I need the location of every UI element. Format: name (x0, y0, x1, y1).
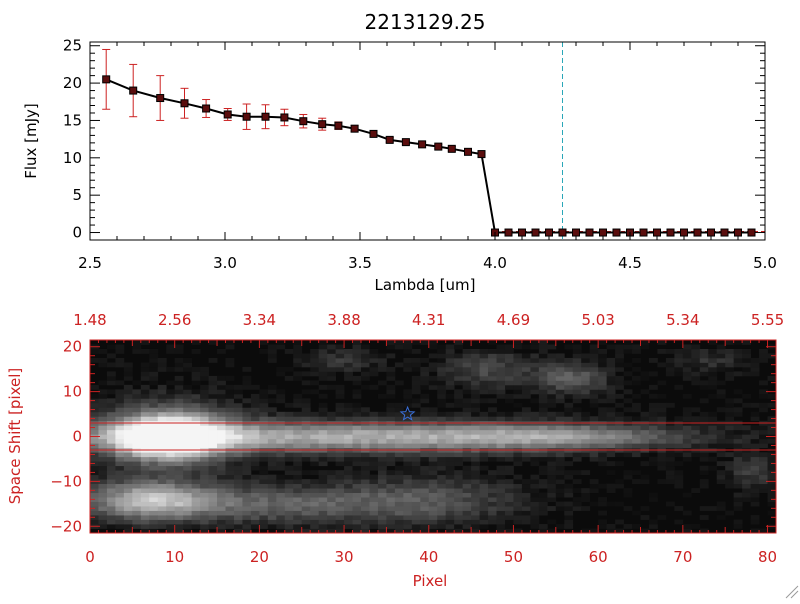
flux-point (447, 144, 456, 153)
flux-point (558, 228, 567, 237)
flux-point (318, 120, 327, 129)
flux-point (280, 113, 289, 122)
shift-tick-label: 10 (63, 383, 82, 401)
pixel-tick-label: 30 (335, 548, 354, 566)
y-tick-label: 5 (72, 186, 82, 204)
flux-point (653, 228, 661, 237)
shift-tick-label: 20 (63, 338, 82, 356)
flux-point (747, 228, 756, 237)
pixel-tick-label: 20 (250, 548, 269, 566)
wavelength-tick-label: 3.88 (327, 311, 360, 329)
x-tick-label: 4.0 (483, 254, 507, 272)
flux-point (434, 142, 443, 151)
wavelength-tick-label: 5.34 (666, 311, 699, 329)
flux-point (666, 228, 675, 237)
pixel-tick-label: 60 (589, 548, 608, 566)
flux-point (518, 228, 526, 237)
flux-point (261, 112, 270, 121)
wavelength-tick-label: 1.48 (73, 311, 106, 329)
pixel-axis-label: Pixel (413, 572, 448, 590)
y-tick-label: 25 (63, 37, 82, 55)
y-tick-label: 20 (63, 74, 82, 92)
flux-point (223, 110, 232, 119)
x-tick-label: 3.5 (348, 254, 372, 272)
wavelength-tick-label: 3.34 (243, 311, 276, 329)
flux-point (734, 228, 742, 237)
flux-point (369, 129, 378, 138)
flux-point (299, 117, 308, 126)
flux-point (612, 228, 621, 237)
spectrum-chart: 2213129.25 2.5 3.0 3.5 4.0 4.5 5.00510152025 … (22, 10, 777, 294)
flux-point (504, 228, 513, 237)
flux-point (334, 121, 343, 130)
pixel-tick-label: 10 (165, 548, 184, 566)
flux-point (599, 228, 607, 237)
spectral-image: 0 1.48 10 2.56 20 3.34 30 3.88 40 4.31 50 4.69 60 5.0… (6, 311, 784, 590)
shift-tick-label: −10 (50, 472, 82, 490)
flux-point (242, 112, 251, 121)
spectrum-ticks: 2.5 3.0 3.5 4.0 4.5 5.0 0 5 10 15 20 25 (63, 37, 777, 272)
space-shift-axis-label: Space Shift [pixel] (6, 368, 24, 505)
x-tick-label: 3.0 (213, 254, 237, 272)
flux-point (418, 140, 427, 149)
pixel-tick-label: 50 (504, 548, 523, 566)
pixel-tick-label: 80 (758, 548, 777, 566)
flux-point (720, 228, 729, 237)
flux-point (350, 124, 359, 133)
wavelength-tick-label: 4.69 (497, 311, 530, 329)
flux-series-line (105, 78, 752, 234)
pixel-tick-label: 40 (419, 548, 438, 566)
flux-point (545, 228, 553, 237)
x-tick-label: 2.5 (78, 254, 102, 272)
resize-grip-icon[interactable] (785, 585, 799, 599)
flux-point (531, 228, 540, 237)
flux-point (129, 86, 138, 95)
flux-point (102, 75, 111, 84)
y-tick-label: 10 (63, 149, 82, 167)
wavelength-tick-label: 4.31 (412, 311, 445, 329)
flux-point (639, 228, 648, 237)
x-axis-label: Lambda [um] (375, 276, 476, 294)
flux-point (401, 138, 410, 147)
flux-point (585, 228, 594, 237)
flux-point (693, 228, 702, 237)
spectrum-frame (89, 41, 766, 241)
x-tick-label: 5.0 (753, 254, 777, 272)
x-tick-label: 4.5 (618, 254, 642, 272)
flux-point (156, 94, 165, 103)
flux-point (707, 228, 715, 237)
chart-title: 2213129.25 (365, 10, 486, 34)
pixel-tick-label: 70 (673, 548, 692, 566)
flux-point (464, 147, 472, 156)
shift-tick-label: 0 (72, 428, 82, 446)
wavelength-tick-label: 2.56 (158, 311, 191, 329)
image-overlay (90, 405, 776, 451)
pixel-tick-label: 0 (85, 548, 95, 566)
flux-point (385, 135, 394, 144)
flux-point (477, 150, 486, 159)
wavelength-tick-label: 5.55 (751, 311, 784, 329)
y-tick-label: 0 (72, 224, 82, 242)
wavelength-tick-label: 5.03 (581, 311, 614, 329)
flux-point (572, 228, 580, 237)
star-marker-icon (399, 405, 416, 421)
flux-point (680, 228, 688, 237)
flux-point (180, 99, 189, 108)
shift-tick-label: −20 (50, 517, 82, 535)
y-tick-label: 15 (63, 111, 82, 129)
image-cells (90, 340, 777, 534)
flux-point (202, 104, 211, 113)
spectrum-marks (102, 42, 765, 240)
y-axis-label: Flux [mJy] (22, 103, 40, 179)
image-ticks: 0 1.48 10 2.56 20 3.34 30 3.88 40 4.31 50 4.69 60 5.0… (50, 311, 784, 566)
